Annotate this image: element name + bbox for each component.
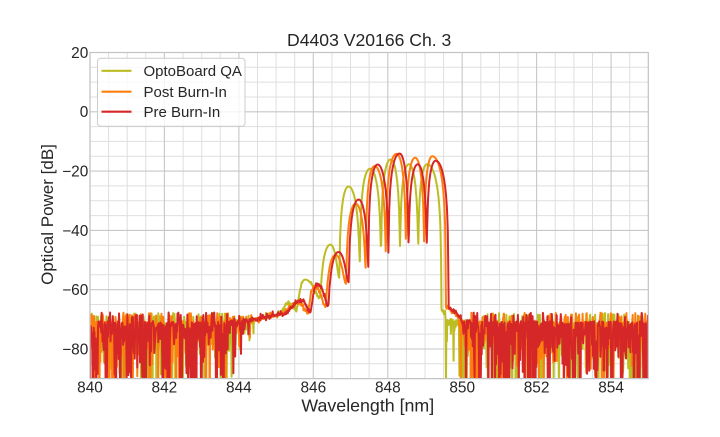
svg-text:0: 0 (80, 104, 89, 121)
svg-text:848: 848 (375, 380, 401, 397)
svg-text:−20: −20 (62, 164, 88, 181)
svg-text:844: 844 (226, 380, 252, 397)
svg-text:854: 854 (598, 380, 624, 397)
svg-text:−80: −80 (62, 341, 88, 358)
svg-text:D4403 V20166 Ch. 3: D4403 V20166 Ch. 3 (287, 30, 452, 50)
svg-text:840: 840 (77, 380, 103, 397)
svg-text:20: 20 (71, 45, 88, 62)
svg-text:Optical Power [dB]: Optical Power [dB] (38, 144, 57, 285)
svg-text:852: 852 (524, 380, 550, 397)
svg-text:846: 846 (300, 380, 326, 397)
svg-text:−60: −60 (62, 282, 88, 299)
svg-text:−40: −40 (62, 223, 88, 240)
svg-text:842: 842 (152, 380, 178, 397)
svg-text:OptoBoard QA: OptoBoard QA (144, 63, 242, 80)
svg-text:Post Burn-In: Post Burn-In (144, 84, 227, 101)
svg-text:Wavelength [nm]: Wavelength [nm] (301, 396, 434, 416)
svg-text:850: 850 (449, 380, 475, 397)
svg-text:Pre Burn-In: Pre Burn-In (144, 104, 221, 121)
